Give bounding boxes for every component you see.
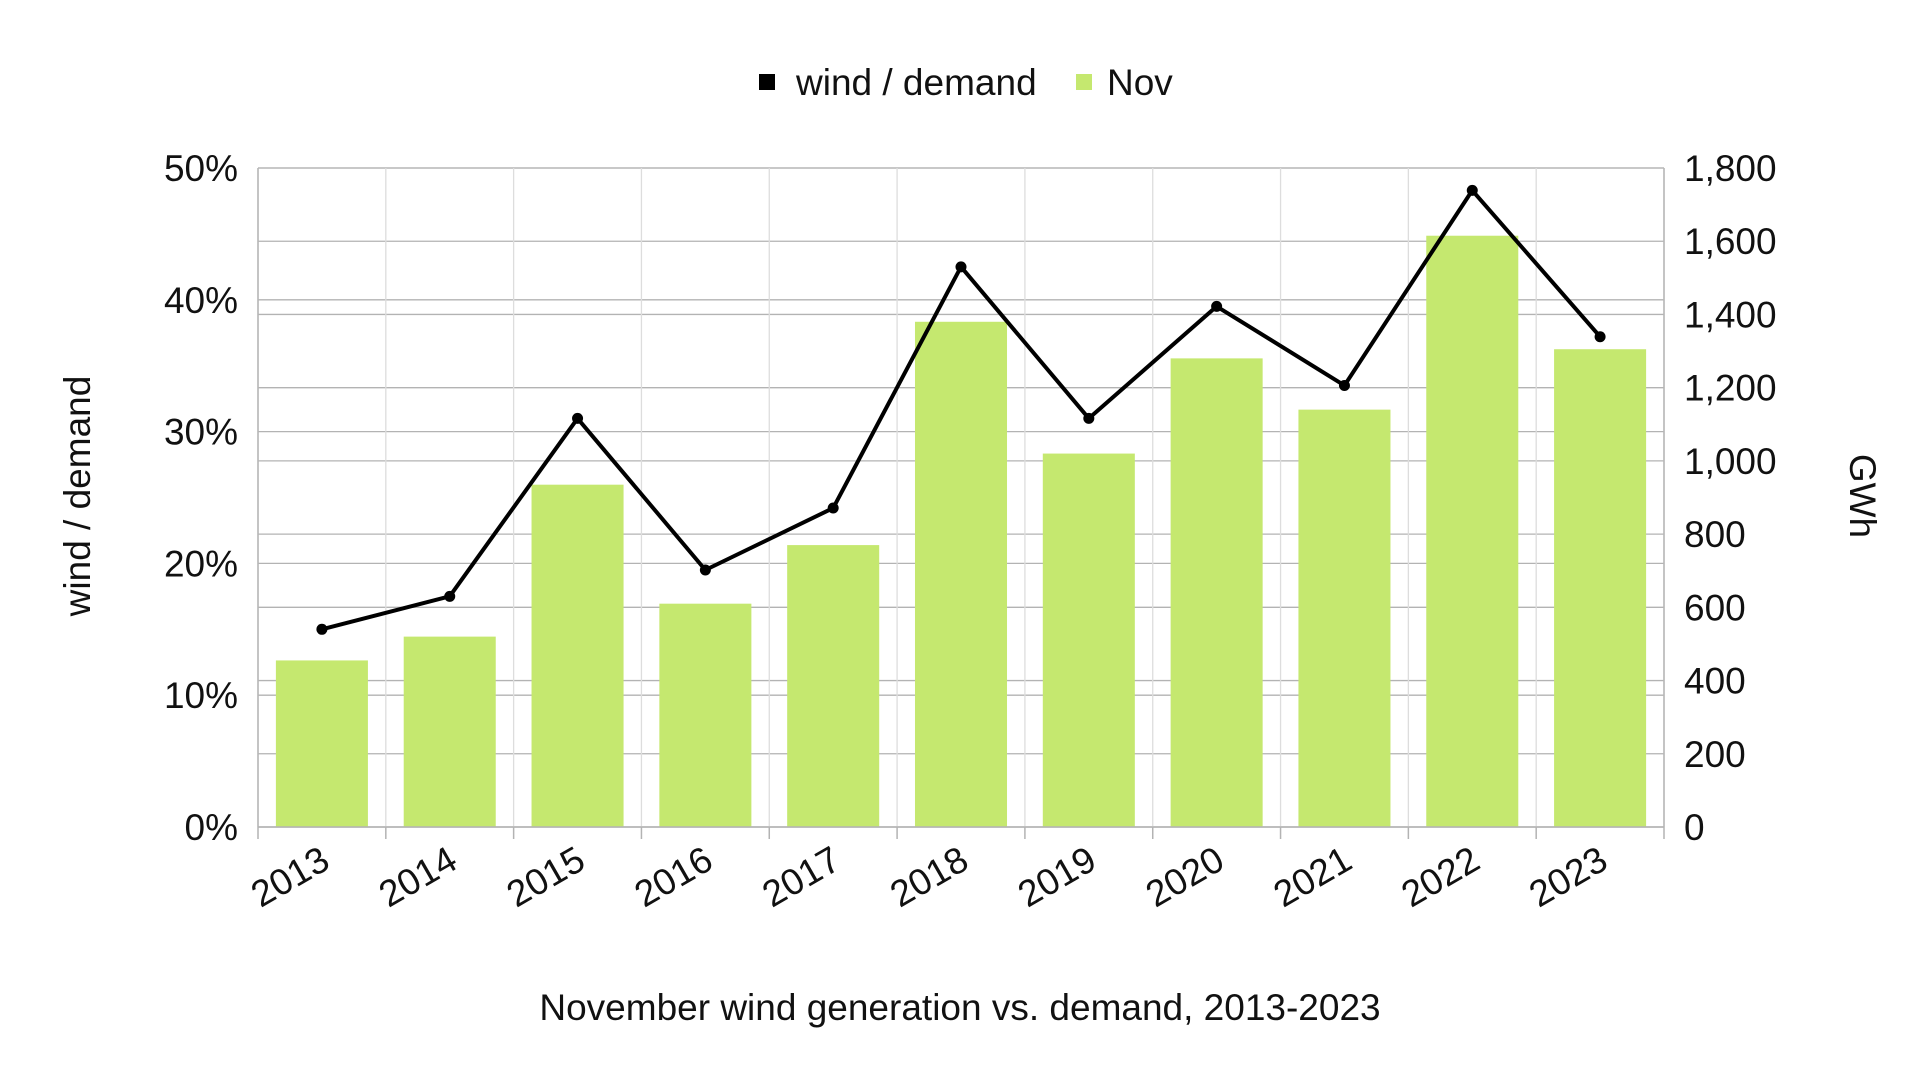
x-tick-label-2015: 2015 — [500, 838, 592, 915]
left-tick-label: 10% — [164, 675, 238, 716]
right-tick-label: 1,600 — [1684, 221, 1777, 262]
point-2014 — [444, 590, 456, 602]
x-tick-label-2016: 2016 — [628, 838, 720, 915]
legend: wind / demand Nov — [759, 62, 1173, 103]
x-tick-label-2017: 2017 — [755, 838, 847, 915]
x-tick-label-2018: 2018 — [883, 838, 975, 915]
bar-2020 — [1170, 358, 1263, 827]
right-tick-label: 1,200 — [1684, 368, 1777, 409]
point-2013 — [316, 623, 328, 635]
x-tick-label-2014: 2014 — [372, 838, 464, 915]
point-2021 — [1338, 379, 1350, 391]
bar-2013 — [275, 660, 368, 827]
bar-2015 — [531, 484, 624, 827]
point-2019 — [1083, 412, 1095, 424]
bar-2016 — [659, 603, 752, 827]
point-2023 — [1594, 331, 1606, 343]
point-2020 — [1211, 300, 1223, 312]
point-2016 — [699, 564, 711, 576]
right-tick-label: 400 — [1684, 661, 1746, 702]
left-axis-ticks: 0% 10% 20% 30% 40% 50% — [164, 148, 238, 848]
x-tick-label-2020: 2020 — [1139, 838, 1231, 915]
axes — [257, 168, 1665, 839]
right-axis-title: GWh — [1842, 454, 1883, 538]
x-axis-title: November wind generation vs. demand, 201… — [539, 987, 1380, 1028]
left-tick-label: 0% — [185, 807, 238, 848]
left-tick-label: 20% — [164, 543, 238, 584]
right-tick-label: 1,800 — [1684, 148, 1777, 189]
right-tick-label: 1,000 — [1684, 441, 1777, 482]
x-tick-label-2023: 2023 — [1522, 838, 1614, 915]
point-2018 — [955, 261, 967, 273]
legend-label-wind-demand: wind / demand — [795, 62, 1037, 103]
x-axis-ticks: 2013 2014 2015 2016 2017 2018 2019 2020 2021 2022… — [244, 838, 1614, 915]
bar-series-nov — [275, 235, 1647, 827]
point-2022 — [1466, 184, 1478, 196]
right-axis-ticks: 0 200 400 600 800 1,000 1,200 1,400 1,600 1,800 — [1684, 148, 1777, 848]
right-tick-label: 0 — [1684, 807, 1705, 848]
x-tick-label-2013: 2013 — [244, 838, 336, 915]
x-tick-label-2022: 2022 — [1394, 838, 1486, 915]
left-tick-label: 40% — [164, 280, 238, 321]
x-tick-label-2021: 2021 — [1267, 838, 1359, 915]
bar-2022 — [1426, 235, 1519, 827]
point-2015 — [572, 412, 584, 424]
legend-label-nov: Nov — [1107, 62, 1173, 103]
line-series-wind-demand — [316, 184, 1606, 635]
bar-2018 — [914, 321, 1008, 827]
bar-2014 — [403, 636, 496, 827]
bar-2021 — [1298, 409, 1391, 827]
legend-swatch-wind-demand — [759, 74, 775, 90]
right-tick-label: 1,400 — [1684, 294, 1777, 335]
right-tick-label: 600 — [1684, 587, 1746, 628]
x-tick-label-2019: 2019 — [1011, 838, 1103, 915]
bar-2023 — [1554, 349, 1647, 827]
bar-2017 — [787, 545, 880, 827]
legend-swatch-nov — [1076, 74, 1092, 90]
bar-2019 — [1042, 453, 1135, 827]
right-tick-label: 800 — [1684, 514, 1746, 555]
left-tick-label: 30% — [164, 412, 238, 453]
point-2017 — [827, 502, 839, 514]
left-axis-title: wind / demand — [57, 376, 98, 618]
left-tick-label: 50% — [164, 148, 238, 189]
right-tick-label: 200 — [1684, 734, 1746, 775]
